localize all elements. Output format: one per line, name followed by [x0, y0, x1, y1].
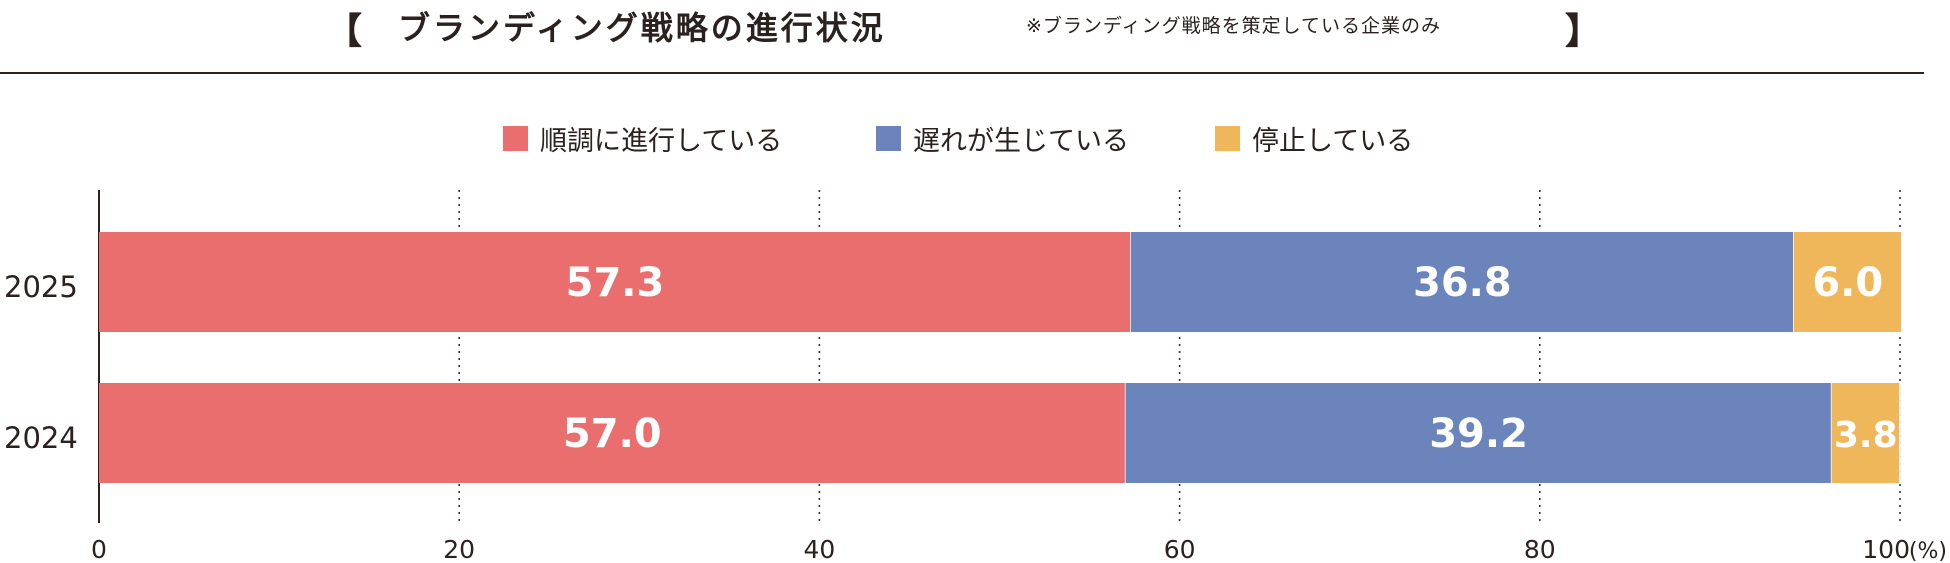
category-label-2024: 2024: [4, 421, 78, 455]
x-tick-label-5: 100: [1862, 535, 1910, 563]
legend-label-delayed: 遅れが生じている: [913, 125, 1129, 157]
bar-2025-series-2: [1793, 232, 1902, 332]
chart-subtitle-note: ※ブランディング戦略を策定している企業のみ: [1026, 15, 1442, 37]
x-tick-label-4: 80: [1524, 535, 1556, 563]
data-label-2025-series-0: 57.3: [566, 260, 665, 306]
legend-item-on-track: 順調に進行している: [503, 118, 782, 158]
chart-title: ブランディング戦略の進行状況: [398, 9, 886, 47]
category-label-2025: 2025: [4, 270, 78, 304]
data-label-2025-series-1: 36.8: [1413, 260, 1512, 306]
data-label-2024-series-0: 57.0: [563, 411, 662, 457]
legend-label-stopped: 停止している: [1252, 125, 1414, 157]
bar-2024-series-0: [99, 383, 1126, 483]
bar-2025-series-0: [99, 232, 1131, 332]
bar-2024-series-2: [1831, 383, 1900, 483]
x-tick-label-3: 60: [1164, 535, 1196, 563]
data-label-2025-series-2: 6.0: [1812, 260, 1883, 306]
title-bracket-left: 【: [326, 11, 363, 52]
bar-2025-series-1: [1130, 232, 1794, 332]
data-label-2024-series-1: 39.2: [1429, 411, 1528, 457]
legend-swatch-stopped: [1215, 125, 1240, 151]
bar-2024-series-1: [1125, 383, 1832, 483]
title-bracket-right: 】: [1565, 11, 1602, 52]
legend-label-on-track: 順調に進行している: [540, 125, 783, 157]
x-tick-label-0: 0: [91, 535, 107, 563]
legend-item-stopped: 停止している: [1215, 118, 1413, 158]
chart-title-row: 【 ブランディング戦略の進行状況 ※ブランディング戦略を策定している企業のみ 】: [0, 0, 1950, 52]
x-tick-label-2: 40: [803, 535, 835, 563]
x-tick-label-1: 20: [443, 535, 475, 563]
legend-item-delayed: 遅れが生じている: [876, 118, 1129, 158]
legend-swatch-delayed: [876, 125, 901, 151]
legend-swatch-on-track: [503, 125, 528, 151]
data-label-2024-series-2: 3.8: [1834, 415, 1898, 456]
title-divider: [0, 72, 1924, 74]
x-axis-unit: (%): [1909, 539, 1947, 563]
